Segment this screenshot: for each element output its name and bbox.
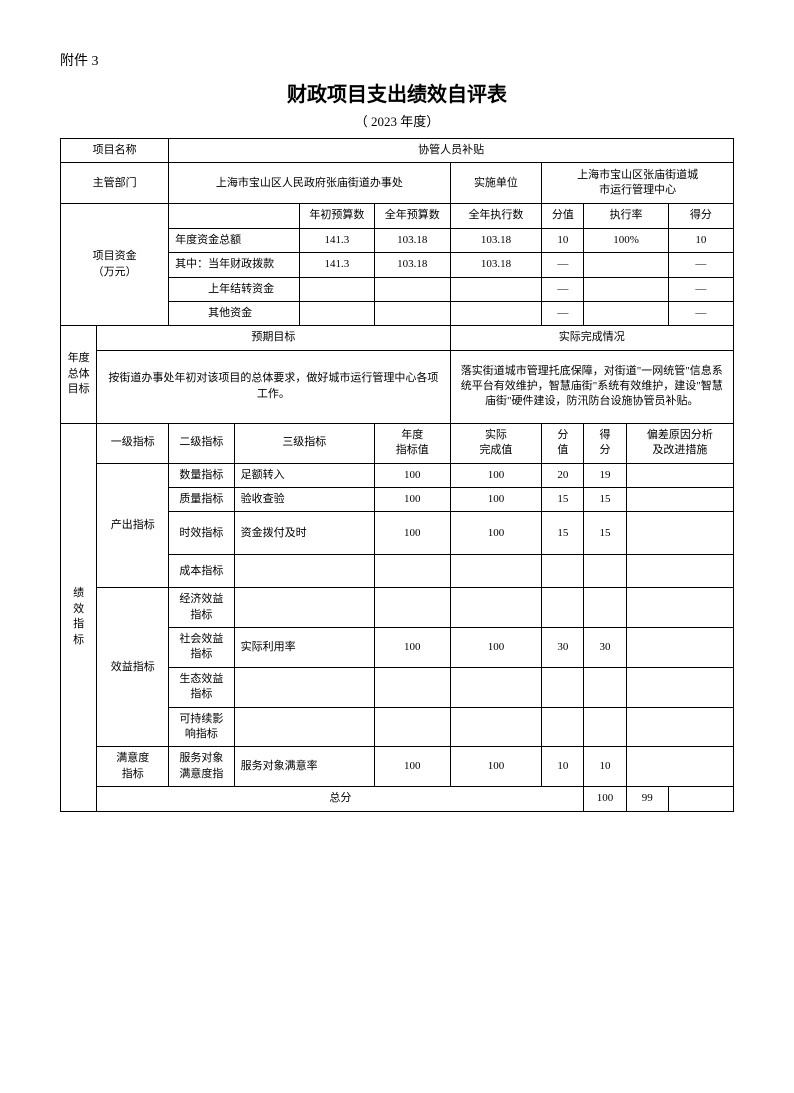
label-fund-carry: 上年结转资金 — [169, 277, 300, 301]
lv2-sat-obj: 服务对象 满意度指 — [169, 747, 234, 787]
lv1-satisfaction: 满意度 指标 — [97, 747, 169, 787]
quality-actual: 100 — [450, 487, 542, 511]
lv2-quality: 质量指标 — [169, 487, 234, 511]
label-perf-header: 绩 效 指 标 — [61, 423, 97, 811]
dash: — — [542, 277, 584, 301]
fund-total-full: 103.18 — [375, 228, 451, 252]
label-exec-rate: 执行率 — [584, 204, 668, 228]
lv2-time: 时效指标 — [169, 512, 234, 555]
fund-current-full: 103.18 — [375, 253, 451, 277]
social-score: 30 — [584, 628, 626, 668]
dash: — — [542, 301, 584, 325]
attachment-label: 附件 3 — [60, 50, 734, 70]
fund-total-rate: 100% — [584, 228, 668, 252]
lv3-time: 资金拨付及时 — [234, 512, 374, 555]
year-subtitle: （ 2023 年度） — [60, 111, 734, 130]
lv1-benefit: 效益指标 — [97, 588, 169, 747]
label-project-name: 项目名称 — [61, 139, 169, 163]
qty-actual: 100 — [450, 463, 542, 487]
sat-target: 100 — [375, 747, 451, 787]
fund-total-score: 10 — [668, 228, 733, 252]
fund-total-init: 141.3 — [299, 228, 374, 252]
lv3-social: 实际利用率 — [234, 628, 374, 668]
lv3-quality: 验收查验 — [234, 487, 374, 511]
social-sv: 30 — [542, 628, 584, 668]
quality-target: 100 — [375, 487, 451, 511]
lv2-sustain: 可持续影 响指标 — [169, 707, 234, 747]
label-init-budget: 年初预算数 — [299, 204, 374, 228]
lv3-sat: 服务对象满意率 — [234, 747, 374, 787]
fund-current-init: 141.3 — [299, 253, 374, 277]
label-score: 得分 — [668, 204, 733, 228]
lv3-qty: 足额转入 — [234, 463, 374, 487]
lv2-eco: 生态效益 指标 — [169, 667, 234, 707]
dash: — — [668, 253, 733, 277]
time-score: 15 — [584, 512, 626, 555]
social-target: 100 — [375, 628, 451, 668]
label-fund-other: 其他资金 — [169, 301, 300, 325]
value-project-name: 协管人员补贴 — [169, 139, 734, 163]
value-impl-unit: 上海市宝山区张庙街道城 市运行管理中心 — [542, 163, 734, 204]
label-expected-goal: 预期目标 — [97, 326, 450, 350]
label-fund-total: 年度资金总额 — [169, 228, 300, 252]
qty-score: 19 — [584, 463, 626, 487]
value-actual-status: 落实街道城市管理托底保障，对街道"一网统管"信息系统平台有效维护，智慧庙街"系统… — [450, 350, 733, 423]
dash: — — [668, 277, 733, 301]
label-fund-current: 其中：当年财政拨款 — [169, 253, 300, 277]
label-total: 总分 — [97, 787, 584, 811]
lv1-output: 产出指标 — [97, 463, 169, 588]
time-actual: 100 — [450, 512, 542, 555]
dash: — — [668, 301, 733, 325]
label-impl-unit: 实施单位 — [450, 163, 542, 204]
label-actual-status: 实际完成情况 — [450, 326, 733, 350]
label-project-fund: 项目资金 （万元） — [61, 204, 169, 326]
qty-sv: 20 — [542, 463, 584, 487]
social-actual: 100 — [450, 628, 542, 668]
label-lv3: 三级指标 — [234, 423, 374, 463]
time-target: 100 — [375, 512, 451, 555]
sat-score: 10 — [584, 747, 626, 787]
qty-target: 100 — [375, 463, 451, 487]
label-supervisor: 主管部门 — [61, 163, 169, 204]
fund-current-exec: 103.18 — [450, 253, 542, 277]
label-lv2: 二级指标 — [169, 423, 234, 463]
fund-total-exec: 103.18 — [450, 228, 542, 252]
label-exec: 全年执行数 — [450, 204, 542, 228]
sat-actual: 100 — [450, 747, 542, 787]
value-expected-goal: 按街道办事处年初对该项目的总体要求，做好城市运行管理中心各项工作。 — [97, 350, 450, 423]
quality-sv: 15 — [542, 487, 584, 511]
label-lv1: 一级指标 — [97, 423, 169, 463]
label-col-sv: 分 值 — [542, 423, 584, 463]
time-sv: 15 — [542, 512, 584, 555]
lv2-cost: 成本指标 — [169, 555, 234, 588]
quality-score: 15 — [584, 487, 626, 511]
value-supervisor: 上海市宝山区人民政府张庙街道办事处 — [169, 163, 450, 204]
lv2-qty: 数量指标 — [169, 463, 234, 487]
total-sv: 100 — [584, 787, 626, 811]
label-col-score: 得 分 — [584, 423, 626, 463]
lv2-social: 社会效益 指标 — [169, 628, 234, 668]
lv2-economic: 经济效益 指标 — [169, 588, 234, 628]
label-deviation: 偏差原因分析 及改进措施 — [626, 423, 733, 463]
label-score-val: 分值 — [542, 204, 584, 228]
label-target-val: 年度 指标值 — [375, 423, 451, 463]
sat-sv: 10 — [542, 747, 584, 787]
total-score: 99 — [626, 787, 668, 811]
label-goal-header: 年度 总体 目标 — [61, 326, 97, 423]
label-actual-val: 实际 完成值 — [450, 423, 542, 463]
label-full-budget: 全年预算数 — [375, 204, 451, 228]
fund-total-sv: 10 — [542, 228, 584, 252]
main-table: 项目名称 协管人员补贴 主管部门 上海市宝山区人民政府张庙街道办事处 实施单位 … — [60, 138, 734, 812]
dash: — — [542, 253, 584, 277]
page-title: 财政项目支出绩效自评表 — [60, 78, 734, 107]
